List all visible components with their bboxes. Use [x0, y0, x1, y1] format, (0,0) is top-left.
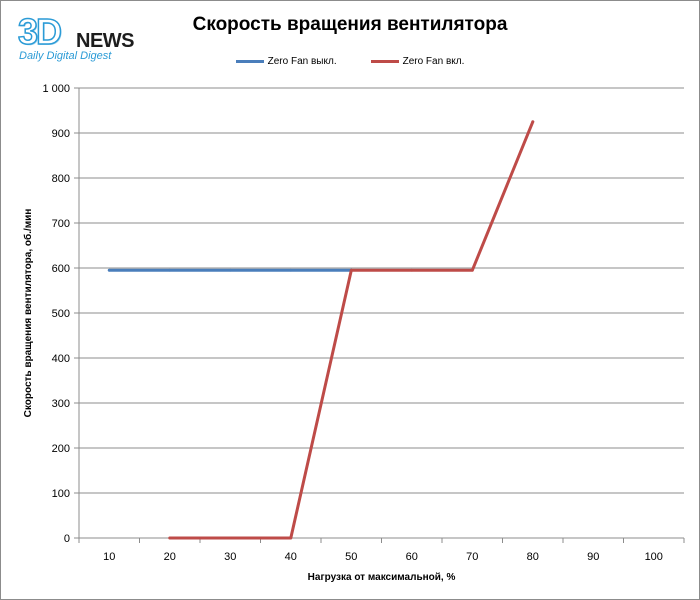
y-tick-label-400: 400	[52, 353, 70, 365]
legend-label-zero-fan-off: Zero Fan выкл.	[267, 56, 337, 67]
y-tick-label-100: 100	[52, 488, 70, 500]
x-tick-label-40: 40	[285, 551, 297, 563]
x-tick-label-10: 10	[103, 551, 115, 563]
data-point-s0-40	[289, 268, 293, 272]
series-line-1	[168, 120, 535, 540]
legend-item-zero-fan-on: Zero Fan вкл.	[370, 56, 465, 67]
logo-news-wordmark: NEWS	[76, 30, 135, 52]
y-tick-label-1000: 1 000	[42, 83, 70, 95]
y-axis-label: Скорость вращения вентилятора, об./мин	[22, 209, 34, 418]
legend-label-zero-fan-on: Zero Fan вкл.	[402, 56, 465, 67]
legend-swatch-zero-fan-on	[370, 60, 399, 63]
data-point-s1-20	[168, 536, 172, 540]
legend-swatch-zero-fan-off	[235, 60, 264, 63]
logo-tagline: Daily Digital Digest	[19, 50, 112, 62]
x-tick-label-30: 30	[224, 551, 236, 563]
x-tick-label-20: 20	[164, 551, 176, 563]
x-axis-label: Нагрузка от максимальной, %	[308, 572, 456, 583]
legend-item-zero-fan-off: Zero Fan выкл.	[235, 56, 337, 67]
brand-logo: 3D NEWS Daily Digital Digest	[16, 11, 146, 62]
data-point-s1-80	[531, 120, 535, 124]
data-point-s1-70	[470, 268, 474, 272]
x-tick-label-80: 80	[527, 551, 539, 563]
x-tick-label-50: 50	[345, 551, 357, 563]
data-point-s1-40	[289, 536, 293, 540]
data-point-s0-10	[107, 268, 111, 272]
y-tick-label-200: 200	[52, 443, 70, 455]
data-point-s1-50	[349, 268, 353, 272]
data-point-s0-30	[228, 268, 232, 272]
y-tick-label-800: 800	[52, 173, 70, 185]
data-point-s1-30	[228, 536, 232, 540]
logo-3d-mark: 3D	[17, 11, 63, 52]
x-tick-label-60: 60	[406, 551, 418, 563]
chart-title: Скорость вращения вентилятора	[192, 14, 508, 35]
x-tick-label-100: 100	[645, 551, 663, 563]
y-tick-label-600: 600	[52, 263, 70, 275]
y-tick-label-0: 0	[64, 533, 70, 545]
chart-legend: Zero Fan выкл. Zero Fan вкл.	[0, 56, 700, 67]
y-tick-label-900: 900	[52, 128, 70, 140]
y-tick-label-300: 300	[52, 398, 70, 410]
y-tick-label-700: 700	[52, 218, 70, 230]
y-tick-label-500: 500	[52, 308, 70, 320]
data-point-s0-20	[168, 268, 172, 272]
x-tick-label-70: 70	[466, 551, 478, 563]
data-point-s1-60	[410, 268, 414, 272]
x-tick-label-90: 90	[587, 551, 599, 563]
